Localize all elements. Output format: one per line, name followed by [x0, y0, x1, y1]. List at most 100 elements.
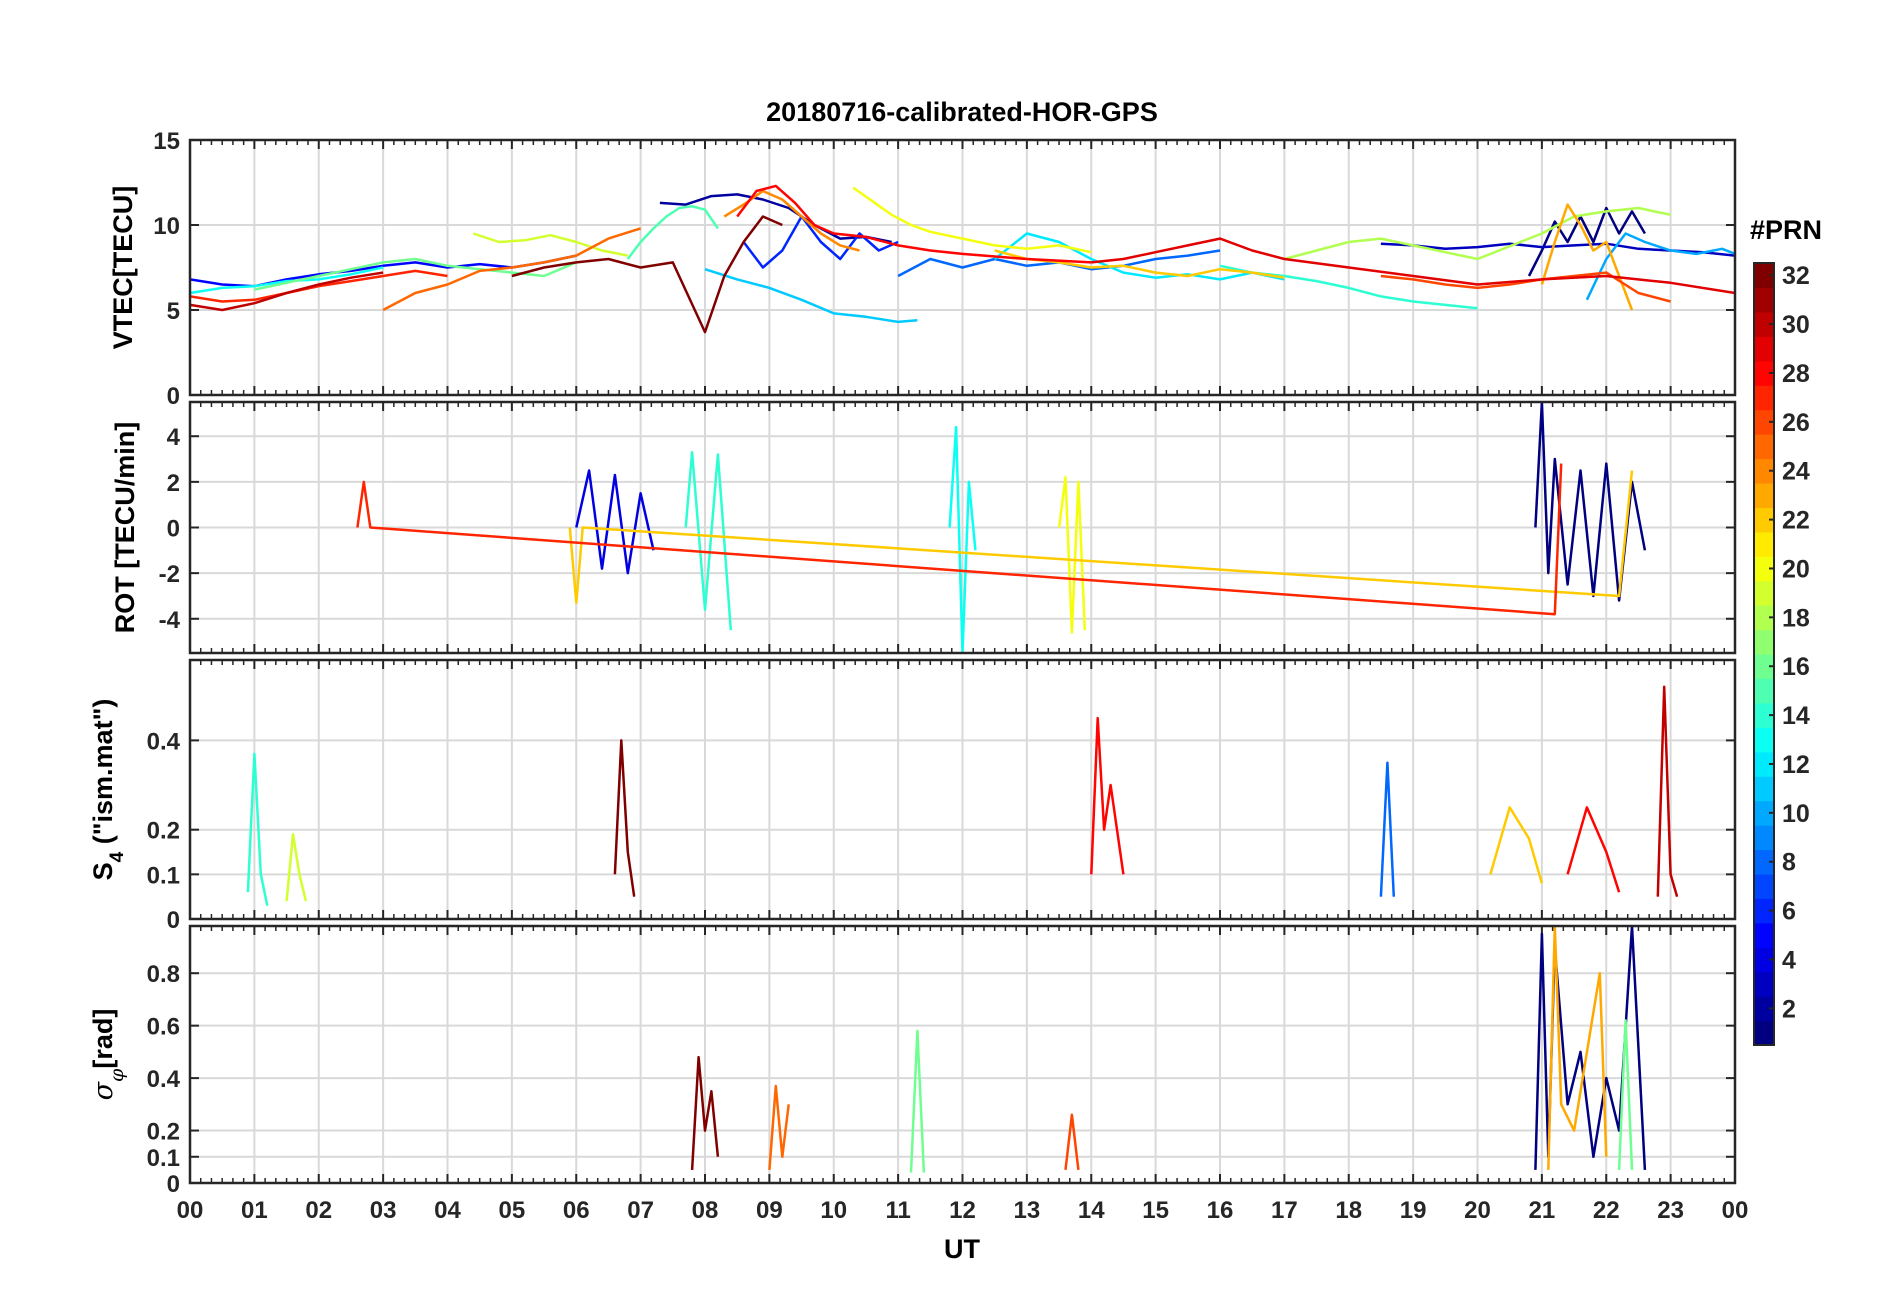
- colorbar-swatch: [1754, 825, 1774, 851]
- colorbar-tick-label: 20: [1782, 555, 1810, 583]
- series-line-prn-4: [575, 469, 655, 575]
- colorbar-swatch: [1754, 287, 1774, 313]
- series-line-prn-16: [909, 1029, 926, 1173]
- colorbar-tick-label: 16: [1782, 653, 1810, 681]
- axes-box-s4: [188, 658, 1737, 921]
- y-tick-label: 2: [167, 470, 180, 497]
- colorbar-swatch: [1754, 751, 1774, 777]
- series-line-prn-14: [684, 450, 733, 631]
- colorbar-frame: [1753, 262, 1775, 1046]
- axes-box-rot: [188, 400, 1737, 655]
- colorbar-swatch: [1754, 482, 1774, 508]
- series-line-prn-26: [1064, 1113, 1080, 1171]
- series-line-prn-29: [1091, 237, 1735, 295]
- colorbar-swatch: [1754, 849, 1774, 875]
- x-tick-label: 12: [949, 1197, 976, 1224]
- series-line-prn-32: [511, 215, 783, 334]
- x-tick-label: 00: [1722, 1197, 1749, 1224]
- colorbar-swatch: [1754, 947, 1774, 973]
- series-line-prn-27: [356, 463, 1563, 616]
- series-line-prn-18: [1284, 206, 1671, 261]
- series-line-prn-20: [852, 186, 1092, 254]
- colorbar-tick-label: 12: [1782, 751, 1810, 779]
- series-group-vtec: [190, 184, 1735, 334]
- x-tick-label: 02: [305, 1197, 332, 1224]
- y-axis-label-vtec: VTEC[TECU]: [108, 186, 138, 350]
- x-tick-label: 00: [177, 1197, 204, 1224]
- x-tick-label: 15: [1142, 1197, 1169, 1224]
- series-line-prn-13: [190, 266, 384, 295]
- colorbar-swatch: [1754, 629, 1774, 655]
- colorbar-tick-label: 30: [1782, 311, 1810, 339]
- colorbar-tick-label: 6: [1782, 898, 1796, 926]
- x-tick-label: 08: [692, 1197, 719, 1224]
- colorbar-swatch: [1754, 654, 1774, 680]
- x-tick-label: 14: [1078, 1197, 1105, 1224]
- colorbar-tick-label: 26: [1782, 409, 1810, 437]
- colorbar-swatch: [1754, 678, 1774, 704]
- colorbar-tick-label: 24: [1782, 458, 1810, 486]
- colorbar-tick-label: 28: [1782, 360, 1810, 388]
- colorbar-tick-label: 18: [1782, 604, 1810, 632]
- series-line-prn-2: [659, 193, 892, 244]
- series-line-prn-25: [768, 1084, 790, 1170]
- panel-rot: -4 -2 0 2 4 ROT [TECU/min]: [110, 400, 1737, 655]
- y-tick-label: -4: [159, 607, 181, 634]
- series-group-sigma_phi: [690, 926, 1647, 1173]
- x-tick-label: 07: [627, 1197, 654, 1224]
- axes-box-sigma_phi: [188, 924, 1737, 1185]
- colorbar-tick-label: 4: [1782, 946, 1796, 974]
- colorbar-swatch: [1754, 873, 1774, 899]
- series-line-prn-12: [993, 232, 1285, 281]
- colorbar-swatch: [1754, 360, 1774, 386]
- y-tick-label: 0.4: [147, 1066, 181, 1093]
- series-line-prn-14: [246, 752, 269, 906]
- series-line-prn-28: [1090, 716, 1125, 875]
- colorbar-tick-label: 22: [1782, 507, 1810, 535]
- y-tick-label: 0.2: [147, 818, 180, 845]
- colorbar-tick-label: 14: [1782, 702, 1810, 730]
- series-line-prn-28: [1566, 806, 1621, 893]
- y-tick-label: 4: [167, 424, 181, 451]
- colorbar-swatch: [1754, 776, 1774, 802]
- colorbar-swatch: [1754, 971, 1774, 997]
- x-tick-label: 20: [1464, 1197, 1491, 1224]
- series-line-prn-32: [613, 739, 636, 897]
- y-tick-label: 0.2: [147, 1119, 180, 1146]
- colorbar-swatch: [1754, 727, 1774, 753]
- y-tick-label: 0.1: [147, 1145, 180, 1172]
- x-tick-label: 09: [756, 1197, 783, 1224]
- series-group-rot: [356, 402, 1647, 653]
- x-tick-label: 19: [1400, 1197, 1427, 1224]
- y-tick-label: 0: [167, 907, 180, 934]
- colorbar-tick-label: 8: [1782, 849, 1796, 877]
- series-line-prn-25: [382, 227, 641, 312]
- colorbar-swatch: [1754, 800, 1774, 826]
- x-tick-label: 06: [563, 1197, 590, 1224]
- colorbar-swatch: [1754, 556, 1774, 582]
- colorbar-swatch: [1754, 385, 1774, 411]
- y-axis-label-s4: S4 ("ism.mat"): [88, 699, 128, 881]
- series-line-prn-8: [1379, 761, 1396, 897]
- y-tick-label: -2: [159, 561, 180, 588]
- y-tick-label: 5: [167, 298, 180, 325]
- x-tick-label: 23: [1657, 1197, 1684, 1224]
- y-tick-label: 0.1: [147, 862, 180, 889]
- colorbar-swatch: [1754, 702, 1774, 728]
- series-line-prn-16: [1617, 1019, 1634, 1170]
- series-line-prn-6: [742, 215, 899, 269]
- colorbar-swatch: [1754, 922, 1774, 948]
- series-line-prn-30: [1656, 685, 1679, 898]
- series-line-prn-32: [690, 1055, 720, 1170]
- x-tick-label: 10: [820, 1197, 847, 1224]
- colorbar-swatch: [1754, 580, 1774, 606]
- series-group-s4: [246, 685, 1679, 906]
- colorbar-swatch: [1754, 1020, 1774, 1046]
- colorbar-swatch: [1754, 311, 1774, 337]
- series-line-prn-27: [190, 269, 448, 303]
- x-tick-label: 21: [1529, 1197, 1556, 1224]
- colorbar-label: #PRN: [1750, 215, 1822, 245]
